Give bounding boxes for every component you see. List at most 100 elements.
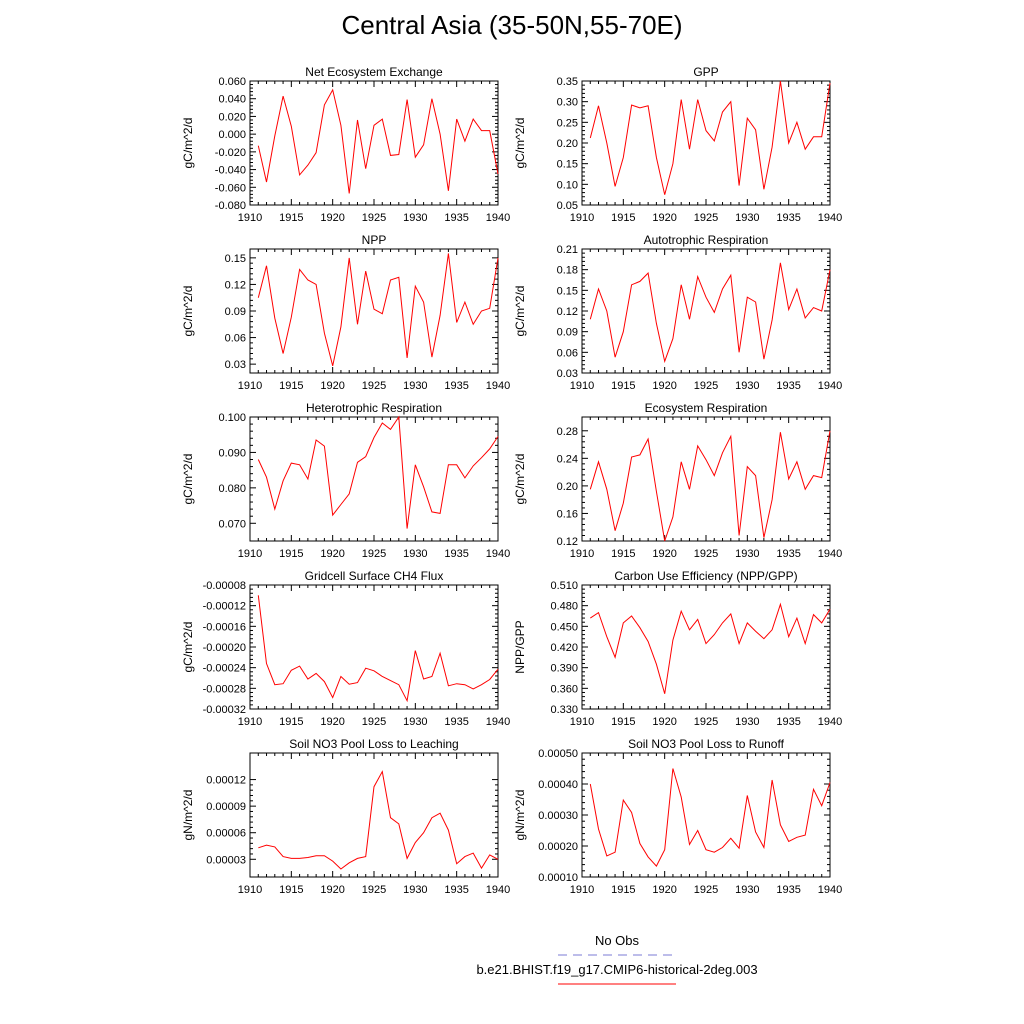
panel-10-x-tick-label: 1925 — [694, 884, 718, 896]
panel-4-x-tick-label: 1935 — [776, 380, 800, 392]
panel-4-y-tick-label: 0.15 — [557, 285, 578, 297]
panel-1-y-tick-label: 0.020 — [218, 111, 246, 123]
panel-4-x-tick-label: 1915 — [611, 380, 635, 392]
panel-10-title: Soil NO3 Pool Loss to Runoff — [628, 737, 785, 751]
panel-10-y-tick-label: 0.00030 — [538, 810, 578, 822]
panel-8-y-tick-label: 0.420 — [550, 642, 578, 654]
panel-7-y-tick-label: -0.00028 — [203, 683, 246, 695]
panel-1-x-tick-label: 1920 — [320, 212, 344, 224]
panel-2-x-tick-label: 1915 — [611, 212, 635, 224]
panel-1-frame — [249, 80, 499, 206]
panel-4-series-line — [589, 262, 831, 364]
panel-4-y-tick-label: 0.03 — [557, 368, 578, 380]
panel-6-x-tick-label: 1935 — [776, 548, 800, 560]
panel-2-ylabel: gC/m^2/d — [513, 118, 527, 169]
legend-label-no-obs: No Obs — [594, 933, 640, 948]
panel-10-y-tick-label: 0.00040 — [538, 779, 578, 791]
panel-4-frame — [581, 248, 831, 374]
panel-1-y-tick-label: -0.060 — [215, 182, 246, 194]
panel-7-x-tick-label: 1930 — [403, 716, 427, 728]
panel-5-x-tick-label: 1920 — [320, 548, 344, 560]
panel-5-y-tick-label: 0.100 — [218, 412, 246, 424]
panel-1-y-tick-label: -0.040 — [215, 165, 246, 177]
panel-3-y-tick-label: 0.06 — [225, 333, 246, 345]
panel-5-series-line — [257, 415, 499, 529]
panel-8-title: Carbon Use Efficiency (NPP/GPP) — [614, 569, 797, 583]
panel-1-y-tick-label: -0.080 — [215, 200, 246, 212]
panel-4-y-tick-label: 0.06 — [557, 347, 578, 359]
panel-6-x-tick-label: 1915 — [611, 548, 635, 560]
panel-6-frame — [581, 416, 831, 542]
panel-5-x-tick-label: 1930 — [403, 548, 427, 560]
panel-8-frame — [581, 584, 831, 710]
panel-5-x-tick-label: 1935 — [444, 548, 468, 560]
panel-8-x-tick-label: 1925 — [694, 716, 718, 728]
panel-2-x-tick-label: 1940 — [818, 212, 842, 224]
panel-6-ylabel: gC/m^2/d — [513, 454, 527, 505]
panel-6-x-tick-label: 1910 — [570, 548, 594, 560]
panel-9-frame — [249, 752, 499, 878]
panel-4-y-tick-label: 0.18 — [557, 265, 578, 277]
panel-7-x-tick-label: 1940 — [486, 716, 510, 728]
panel-8-y-tick-label: 0.480 — [550, 601, 578, 613]
panel-2-x-tick-label: 1920 — [652, 212, 676, 224]
panel-1-ylabel: gC/m^2/d — [181, 118, 195, 169]
panel-3-x-tick-label: 1930 — [403, 380, 427, 392]
panel-5-y-tick-label: 0.080 — [218, 483, 246, 495]
panel-6-x-tick-label: 1940 — [818, 548, 842, 560]
panel-8-y-tick-label: 0.450 — [550, 621, 578, 633]
panel-2-y-tick-label: 0.35 — [557, 76, 578, 88]
panel-10-y-tick-label: 0.00010 — [538, 872, 578, 884]
panel-2-y-tick-label: 0.20 — [557, 138, 578, 150]
panel-3-x-tick-label: 1940 — [486, 380, 510, 392]
panel-7-y-tick-label: -0.00016 — [203, 621, 246, 633]
panel-1-y-tick-label: 0.000 — [218, 129, 246, 141]
panel-6-title: Ecosystem Respiration — [645, 401, 768, 415]
panel-10-x-tick-label: 1910 — [570, 884, 594, 896]
panel-9-x-tick-label: 1935 — [444, 884, 468, 896]
panel-8-x-tick-label: 1915 — [611, 716, 635, 728]
panel-3-x-tick-label: 1910 — [238, 380, 262, 392]
panel-8-x-tick-label: 1935 — [776, 716, 800, 728]
panel-7-x-tick-label: 1920 — [320, 716, 344, 728]
panel-1-x-tick-label: 1940 — [486, 212, 510, 224]
panel-5-title: Heterotrophic Respiration — [306, 401, 442, 415]
panel-4-y-tick-label: 0.21 — [557, 244, 578, 256]
panel-6-y-tick-label: 0.24 — [557, 453, 578, 465]
panel-4-x-tick-label: 1940 — [818, 380, 842, 392]
panel-4-x-tick-label: 1925 — [694, 380, 718, 392]
panel-6-y-tick-label: 0.28 — [557, 426, 578, 438]
panel-9-y-tick-label: 0.00012 — [206, 775, 246, 787]
panel-8-x-tick-label: 1930 — [735, 716, 759, 728]
panel-9-ylabel: gN/m^2/d — [181, 790, 195, 841]
panel-2-title: GPP — [693, 65, 718, 79]
panel-1-y-tick-label: -0.020 — [215, 147, 246, 159]
panel-7-x-tick-label: 1925 — [362, 716, 386, 728]
panel-2-y-tick-label: 0.25 — [557, 117, 578, 129]
panel-4-title: Autotrophic Respiration — [644, 233, 769, 247]
panel-1-x-tick-label: 1930 — [403, 212, 427, 224]
panel-9-title: Soil NO3 Pool Loss to Leaching — [289, 737, 458, 751]
panel-3-y-tick-label: 0.09 — [225, 306, 246, 318]
panel-7-ylabel: gC/m^2/d — [181, 622, 195, 673]
panel-10-x-tick-label: 1930 — [735, 884, 759, 896]
panel-2-series-line — [589, 80, 831, 195]
panel-9-x-tick-label: 1925 — [362, 884, 386, 896]
panel-2-y-tick-label: 0.05 — [557, 200, 578, 212]
panel-1-y-tick-label: 0.060 — [218, 76, 246, 88]
panel-5-ylabel: gC/m^2/d — [181, 454, 195, 505]
panel-9-y-tick-label: 0.00006 — [206, 828, 246, 840]
panel-10-y-tick-label: 0.00020 — [538, 841, 578, 853]
panel-9-x-tick-label: 1930 — [403, 884, 427, 896]
panel-3-ylabel: gC/m^2/d — [181, 286, 195, 337]
panel-8-x-tick-label: 1920 — [652, 716, 676, 728]
panel-1-x-tick-label: 1935 — [444, 212, 468, 224]
panel-2-x-tick-label: 1930 — [735, 212, 759, 224]
panel-1-series-line — [257, 88, 499, 194]
panel-4-y-tick-label: 0.12 — [557, 306, 578, 318]
panel-8-y-tick-label: 0.360 — [550, 683, 578, 695]
panel-10-frame — [581, 752, 831, 878]
panel-6-y-tick-label: 0.12 — [557, 536, 578, 548]
panel-8-x-tick-label: 1940 — [818, 716, 842, 728]
